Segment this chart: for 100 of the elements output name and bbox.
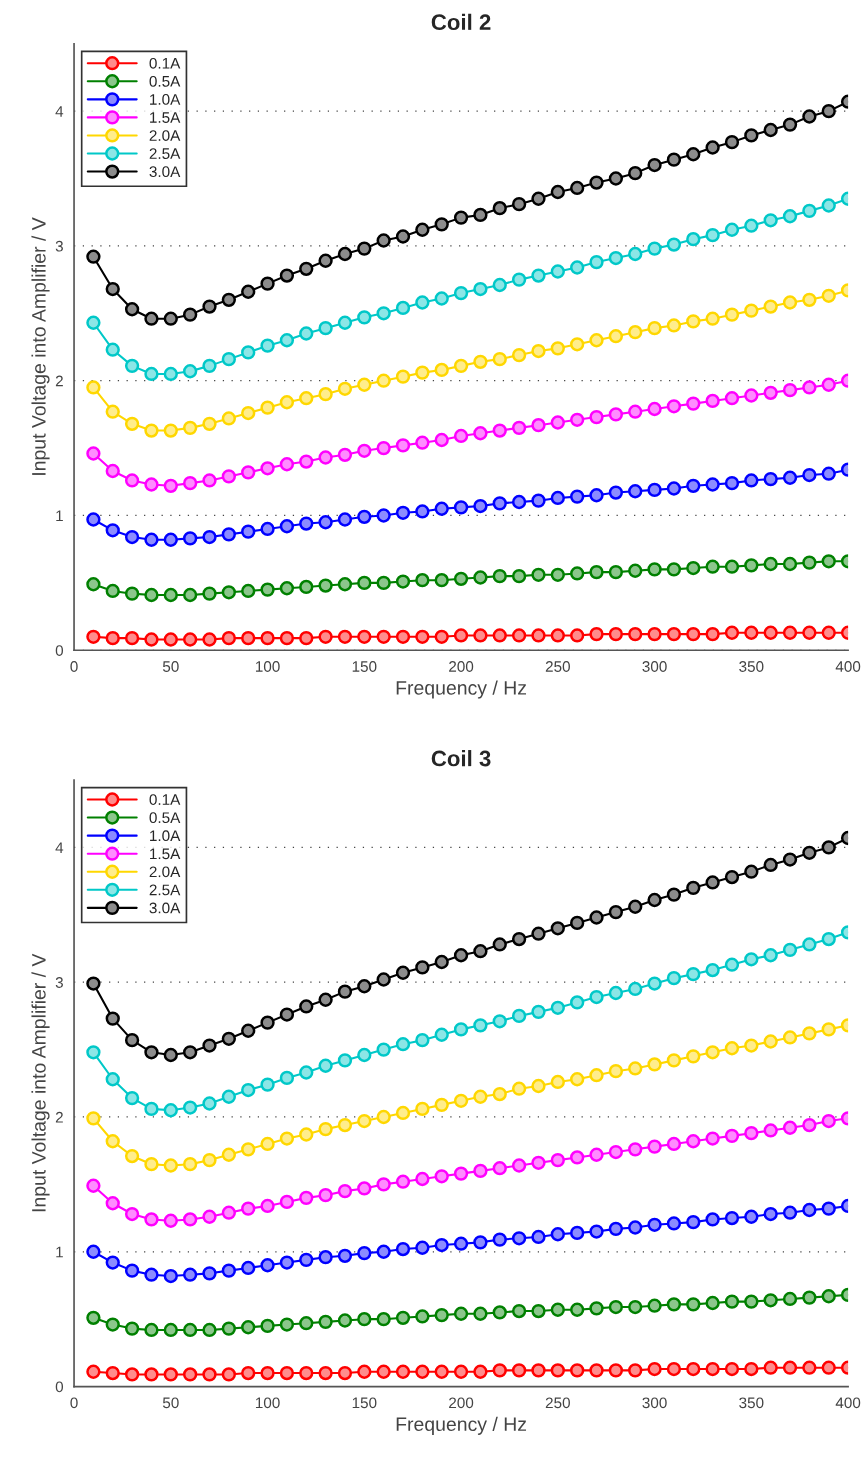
point	[589, 488, 604, 503]
point	[260, 276, 275, 291]
point	[550, 921, 565, 936]
point	[647, 1217, 662, 1232]
point	[628, 1363, 643, 1378]
point	[86, 315, 101, 330]
point	[570, 180, 585, 196]
point	[124, 358, 140, 374]
y-tick-label: 4	[55, 842, 64, 853]
point	[511, 420, 527, 436]
point	[802, 203, 817, 219]
point	[531, 1155, 546, 1170]
point	[337, 381, 353, 396]
point	[686, 966, 701, 982]
point	[589, 409, 604, 425]
point	[105, 1196, 120, 1211]
point	[318, 450, 333, 465]
point	[299, 630, 314, 646]
point	[473, 207, 488, 223]
point	[183, 632, 198, 647]
point	[395, 369, 411, 384]
point	[357, 575, 372, 591]
point	[628, 563, 643, 578]
point	[724, 222, 740, 237]
point	[279, 1365, 295, 1381]
point	[821, 1360, 836, 1375]
point	[570, 1072, 585, 1087]
point	[511, 1008, 527, 1024]
point	[260, 338, 275, 353]
point	[589, 626, 604, 642]
point	[279, 630, 295, 646]
x-tick-label: 100	[255, 661, 280, 672]
point	[744, 625, 759, 640]
point	[415, 504, 430, 519]
point	[608, 485, 624, 500]
point	[782, 1030, 798, 1045]
point	[299, 1127, 314, 1142]
point	[202, 1367, 217, 1382]
point	[492, 1086, 507, 1102]
point	[241, 345, 256, 360]
point	[395, 574, 411, 589]
point	[144, 366, 159, 382]
point	[86, 1111, 101, 1126]
point	[299, 516, 314, 531]
point	[744, 1126, 759, 1141]
point	[299, 261, 314, 276]
point	[337, 315, 353, 330]
point	[357, 377, 372, 392]
point	[744, 1209, 759, 1224]
point	[550, 1000, 565, 1015]
point	[183, 1212, 198, 1227]
point	[550, 184, 565, 200]
x-tick-label: 200	[449, 1397, 474, 1409]
point	[686, 1297, 701, 1312]
point	[144, 532, 159, 547]
x-tick-label: 150	[352, 661, 377, 672]
chart-title: Coil 2	[431, 13, 491, 31]
point	[628, 899, 643, 914]
point	[241, 405, 256, 421]
point	[241, 284, 256, 299]
point	[144, 1157, 159, 1172]
point	[744, 558, 759, 573]
point	[337, 1117, 353, 1133]
x-tick-label: 250	[545, 661, 570, 672]
point	[124, 416, 140, 431]
point	[279, 1131, 295, 1146]
point	[511, 1231, 527, 1246]
point	[686, 880, 701, 896]
x-tick-label: 100	[255, 1397, 280, 1409]
point	[105, 1317, 120, 1332]
point	[337, 629, 353, 644]
point	[434, 1097, 449, 1113]
point	[666, 1053, 682, 1068]
point	[434, 217, 449, 232]
point	[144, 1045, 159, 1060]
point	[279, 457, 295, 472]
y-tick-label: 1	[56, 510, 63, 522]
point	[550, 415, 565, 430]
point	[183, 1100, 198, 1115]
point	[124, 1263, 140, 1278]
point	[260, 1198, 275, 1214]
point	[666, 1297, 682, 1312]
point	[163, 632, 178, 647]
point	[183, 1367, 198, 1382]
point	[337, 1313, 353, 1328]
point	[144, 311, 159, 326]
point	[221, 1205, 237, 1220]
point	[628, 626, 643, 642]
point	[589, 910, 604, 925]
point	[299, 1190, 314, 1206]
point	[666, 1216, 682, 1231]
point	[782, 852, 798, 867]
point	[357, 241, 372, 256]
point	[608, 985, 624, 1001]
y-tick-label: 3	[55, 240, 63, 252]
point	[124, 302, 140, 317]
point	[511, 272, 527, 287]
point	[357, 629, 372, 644]
point	[724, 475, 740, 491]
point	[763, 556, 778, 572]
